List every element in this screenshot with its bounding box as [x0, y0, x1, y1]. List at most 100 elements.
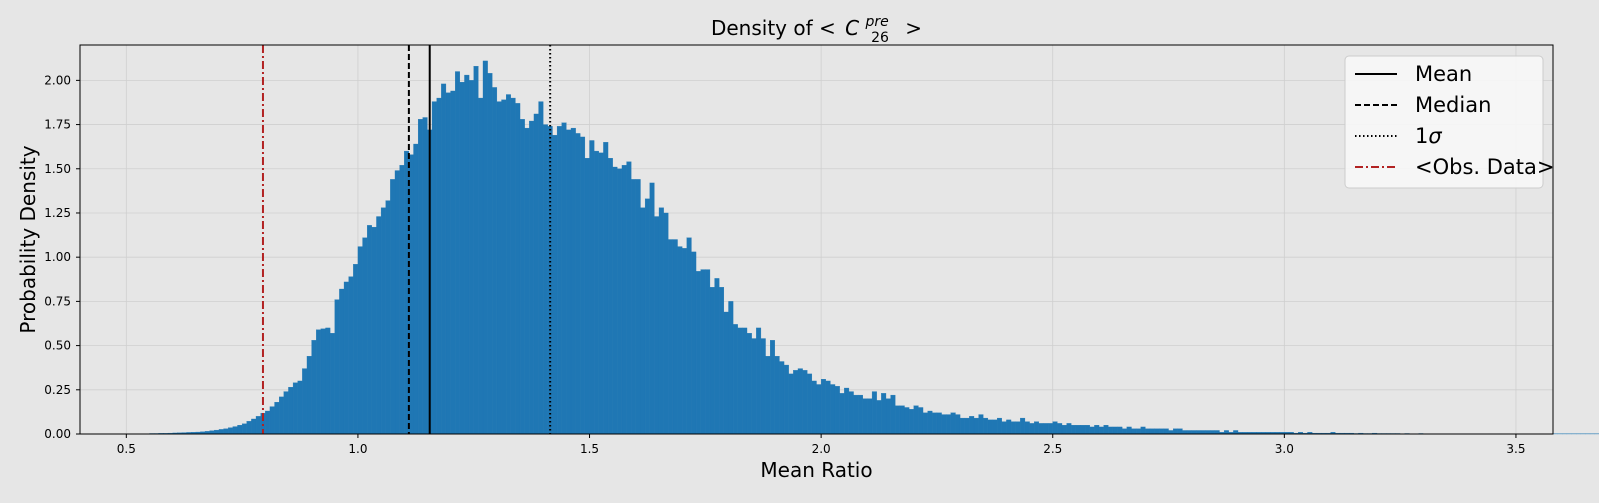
x-tick-label: 2.5	[1043, 442, 1062, 456]
histogram-bar	[451, 91, 456, 434]
histogram-bar	[585, 158, 590, 434]
histogram-bar	[932, 413, 937, 434]
histogram-bar	[1127, 427, 1132, 434]
histogram-bar	[770, 340, 775, 434]
histogram-bar	[742, 328, 747, 434]
histogram-bar	[854, 395, 859, 434]
histogram-bar	[798, 369, 803, 434]
histogram-bar	[312, 340, 317, 434]
histogram-bar	[256, 416, 261, 434]
histogram-bar	[993, 420, 998, 434]
histogram-bar	[511, 98, 516, 434]
histogram-bar	[339, 289, 344, 434]
histogram-bar	[242, 424, 247, 434]
histogram-bar	[951, 413, 956, 434]
histogram-bar	[867, 399, 872, 434]
histogram-bar	[233, 427, 238, 434]
histogram-bar	[1099, 427, 1104, 434]
histogram-bar	[756, 328, 761, 434]
x-axis-label: Mean Ratio	[760, 458, 872, 482]
histogram-bar	[955, 415, 960, 434]
histogram-bar	[414, 144, 419, 434]
histogram-bar	[497, 102, 502, 434]
histogram-bar	[353, 264, 358, 434]
x-tick-label: 3.0	[1275, 442, 1294, 456]
histogram-bar	[460, 82, 465, 434]
histogram-bar	[298, 381, 303, 434]
histogram-bar	[895, 406, 900, 434]
histogram-bar	[302, 369, 307, 434]
histogram-bar	[548, 126, 553, 434]
histogram-bar	[863, 399, 868, 434]
histogram-bar	[441, 84, 446, 434]
histogram-bar	[275, 402, 280, 434]
histogram-bar	[395, 171, 400, 434]
histogram-bar	[562, 123, 567, 434]
y-tick-label: 0.50	[44, 339, 71, 353]
histogram-bar	[1233, 430, 1238, 434]
histogram-bar	[1159, 429, 1164, 434]
histogram-bar	[539, 102, 544, 434]
histogram-bar	[557, 126, 562, 434]
histogram-bar	[603, 142, 608, 434]
histogram-bar	[349, 277, 354, 434]
y-tick-label: 1.75	[44, 118, 71, 132]
histogram-bar	[321, 329, 326, 434]
histogram-bar	[279, 397, 284, 434]
histogram-bar	[733, 324, 738, 434]
histogram-bar	[1150, 429, 1155, 434]
histogram-bar	[488, 73, 493, 434]
histogram-bar	[997, 418, 1002, 434]
y-tick-label: 0.25	[44, 383, 71, 397]
chart-title-close: >	[905, 16, 922, 40]
histogram-bar	[1071, 425, 1076, 434]
histogram-bar	[224, 429, 229, 434]
x-tick-label: 0.5	[117, 442, 136, 456]
histogram-bar	[826, 381, 831, 434]
histogram-bar	[812, 381, 817, 434]
histogram-bar	[520, 119, 525, 434]
y-tick-label: 0.00	[44, 427, 71, 441]
histogram-bar	[817, 384, 822, 434]
histogram-bar	[1182, 430, 1187, 434]
histogram-bar	[483, 61, 488, 434]
histogram-bar	[1034, 422, 1039, 434]
histogram-bar	[1085, 425, 1090, 434]
histogram-bar	[969, 416, 974, 434]
histogram-bar	[576, 133, 581, 434]
histogram-bar	[214, 430, 219, 434]
histogram-bar	[687, 238, 692, 434]
histogram-bar	[844, 388, 849, 434]
histogram-bar	[455, 72, 460, 434]
histogram-bar	[1048, 423, 1053, 434]
histogram-bar	[891, 395, 896, 434]
histogram-bar	[636, 179, 641, 434]
histogram-bar	[793, 370, 798, 434]
histogram-bar	[1067, 423, 1072, 434]
histogram-bar	[789, 374, 794, 434]
histogram-bar	[288, 387, 293, 434]
histogram-bar	[701, 270, 706, 434]
x-tick-label: 3.5	[1506, 442, 1525, 456]
histogram-bar	[728, 301, 733, 434]
histogram-bar	[766, 356, 771, 434]
histogram-bar	[673, 240, 678, 435]
histogram-bar	[779, 362, 784, 434]
histogram-bar	[877, 400, 882, 434]
histogram-bar	[237, 425, 242, 434]
histogram-bar	[390, 179, 395, 434]
histogram-bar	[668, 240, 673, 435]
histogram-bar	[534, 114, 539, 434]
histogram-bar	[613, 167, 618, 434]
histogram-bar	[478, 98, 483, 434]
x-tick-label: 1.5	[580, 442, 599, 456]
histogram-bar	[358, 247, 363, 434]
legend-label: <Obs. Data>	[1415, 155, 1554, 179]
histogram-bar	[983, 418, 988, 434]
histogram-bar	[228, 428, 233, 434]
legend-label: Median	[1415, 93, 1491, 117]
histogram-bar	[1094, 425, 1099, 434]
